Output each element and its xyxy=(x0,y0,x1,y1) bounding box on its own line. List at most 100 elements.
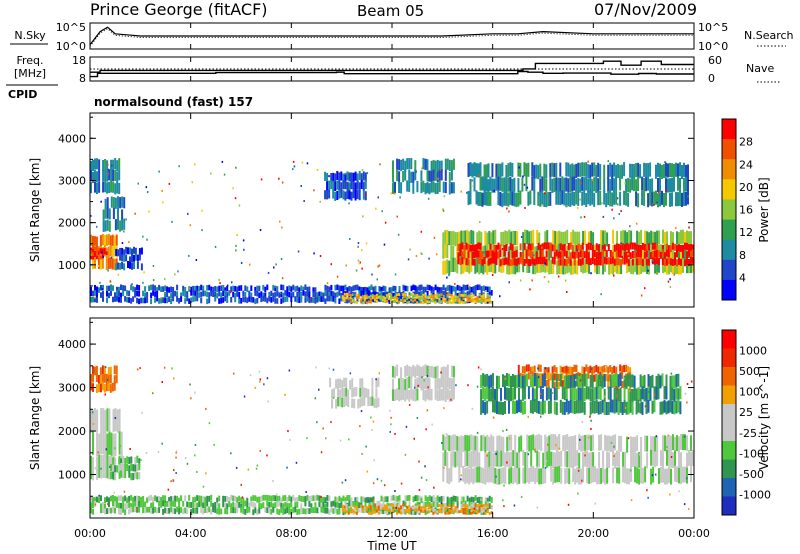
heatmap-cell xyxy=(682,229,684,244)
heatmap-cell xyxy=(472,290,475,296)
heatmap-cell xyxy=(344,500,347,507)
heatmap-cell xyxy=(379,295,382,299)
heatmap-cell xyxy=(416,377,419,390)
heatmap-cell xyxy=(228,501,231,507)
heatmap-cell xyxy=(102,507,104,513)
heatmap-cell xyxy=(462,284,465,291)
heatmap-cell xyxy=(604,246,607,261)
heatmap-cell xyxy=(328,509,331,515)
heatmap-cell xyxy=(424,364,427,376)
heatmap-cell xyxy=(410,508,413,515)
heatmap-cell xyxy=(330,295,333,302)
colorbar-tick-label: 500 xyxy=(739,365,760,378)
heatmap-cell xyxy=(531,371,534,379)
heatmap-cell xyxy=(384,496,387,503)
heatmap-cell xyxy=(242,296,245,303)
heatmap-cell xyxy=(375,506,378,510)
heatmap-cell xyxy=(436,293,439,297)
heatmap-cell xyxy=(214,502,217,508)
heatmap-speck xyxy=(518,166,520,169)
heatmap-cell xyxy=(107,257,110,269)
heatmap-cell xyxy=(377,377,380,387)
heatmap-cell xyxy=(178,298,181,304)
heatmap-cell xyxy=(98,287,100,293)
heatmap-speck xyxy=(408,500,411,503)
heatmap-cell xyxy=(184,298,187,304)
heatmap-cell xyxy=(375,398,378,409)
heatmap-cell xyxy=(452,434,455,451)
heatmap-cell xyxy=(469,244,472,252)
heatmap-cell xyxy=(206,285,209,291)
heatmap-cell xyxy=(619,191,622,206)
heatmap-speck xyxy=(480,498,482,501)
heatmap-speck xyxy=(683,503,686,506)
heatmap-cell xyxy=(476,507,479,513)
heatmap-cell xyxy=(636,467,639,484)
heatmap-cell xyxy=(400,182,403,194)
heatmap-cell xyxy=(643,177,646,192)
heatmap-cell xyxy=(665,243,668,251)
colorbar-frame xyxy=(721,329,737,516)
heatmap-speck xyxy=(235,244,237,247)
heatmap-cell xyxy=(615,190,618,205)
heatmap-cell xyxy=(302,286,305,293)
heatmap-cell xyxy=(464,230,467,245)
heatmap-cell xyxy=(426,300,429,304)
heatmap-cell xyxy=(410,376,413,389)
heatmap-cell xyxy=(641,259,644,267)
heatmap-cell xyxy=(363,506,366,510)
heatmap-cell xyxy=(608,260,611,275)
heatmap-cell xyxy=(664,468,666,485)
heatmap-cell xyxy=(509,243,512,251)
heatmap-cell xyxy=(620,230,623,245)
heatmap-cell xyxy=(494,399,496,413)
heatmap-cell xyxy=(665,191,667,206)
heatmap-cell xyxy=(594,466,597,483)
heatmap-cell xyxy=(326,190,329,200)
heatmap-cell xyxy=(306,296,309,302)
heatmap-cell xyxy=(353,505,356,509)
heatmap-cell xyxy=(388,508,390,512)
heatmap-cell xyxy=(623,190,626,205)
heatmap-cell xyxy=(386,511,388,515)
colorbar-tick-label: -100 xyxy=(739,447,764,460)
heatmap-speck xyxy=(656,271,658,274)
heatmap-cell xyxy=(527,162,530,177)
heatmap-cell xyxy=(324,290,327,297)
heatmap-cell xyxy=(568,436,571,453)
colorbar-tick-label: 20 xyxy=(739,181,753,194)
heatmap-cell xyxy=(366,287,369,293)
heatmap-cell xyxy=(673,177,675,192)
heatmap-cell xyxy=(589,258,592,266)
heatmap-cell xyxy=(346,189,349,199)
heatmap-speck xyxy=(241,496,244,499)
heatmap-cell xyxy=(373,398,376,408)
heatmap-cell xyxy=(512,387,514,401)
heatmap-cell xyxy=(244,292,247,298)
heatmap-cell xyxy=(679,401,682,415)
heatmap-cell xyxy=(90,248,92,252)
heatmap-cell xyxy=(669,388,672,402)
heatmap-cell xyxy=(602,230,605,245)
heatmap-cell xyxy=(172,496,175,502)
heatmap-cell xyxy=(368,507,371,514)
heatmap-cell xyxy=(97,251,100,255)
heatmap-cell xyxy=(549,191,552,206)
heatmap-cell xyxy=(360,507,363,513)
heatmap-cell xyxy=(526,466,529,483)
heatmap-speck xyxy=(314,397,317,400)
heatmap-cell xyxy=(128,297,131,303)
heatmap-cell xyxy=(460,294,463,297)
heatmap-speck xyxy=(686,383,689,385)
heatmap-cell xyxy=(402,158,405,170)
heatmap-speck xyxy=(349,372,352,375)
heatmap-cell xyxy=(412,496,415,503)
heatmap-cell xyxy=(129,261,131,269)
nsearch-trace xyxy=(89,28,694,47)
heatmap-cell xyxy=(112,500,114,507)
heatmap-speck xyxy=(383,243,386,246)
heatmap-cell xyxy=(113,235,116,248)
heatmap-cell xyxy=(618,435,621,452)
heatmap-speck xyxy=(408,403,411,406)
heatmap-cell xyxy=(104,207,107,219)
